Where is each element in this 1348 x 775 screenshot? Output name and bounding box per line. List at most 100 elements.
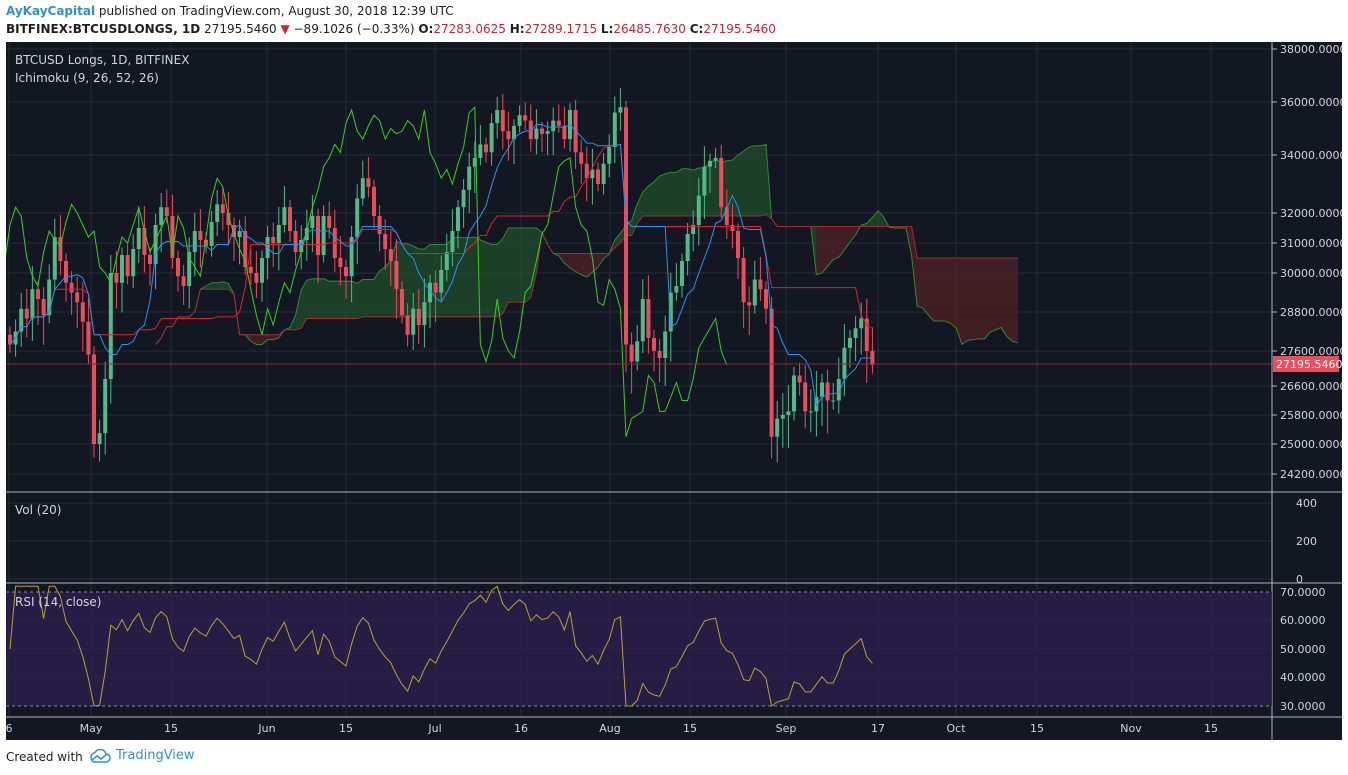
vol-axis: 400 200 0 <box>1296 497 1317 586</box>
open-label: O: <box>418 22 434 36</box>
price-label: 32000.0000 <box>1280 207 1342 220</box>
price-label: 38000.0000 <box>1280 43 1342 56</box>
time-label: 6 <box>6 722 13 735</box>
candle-body <box>624 107 628 345</box>
time-label: 15 <box>683 722 697 735</box>
candle-body <box>696 195 701 225</box>
candle-body <box>36 289 40 299</box>
candle-body <box>114 273 119 283</box>
candle-body <box>702 166 707 196</box>
candle-body <box>405 315 410 335</box>
high-value: 27289.1715 <box>524 22 598 36</box>
candle-body <box>215 204 220 222</box>
vol-label: 0 <box>1296 573 1303 586</box>
rsi-label: 50.0000 <box>1280 643 1326 656</box>
candle-body <box>237 231 242 237</box>
rsi-axis: 70.0000 60.0000 50.0000 40.0000 30.0000 <box>1280 586 1326 713</box>
candle-body <box>47 279 52 316</box>
candle-body <box>276 225 281 243</box>
candle-body <box>108 273 113 379</box>
rsi-label: 70.0000 <box>1280 586 1326 599</box>
candle-body <box>713 157 718 161</box>
candle-body <box>400 289 404 316</box>
candle-body <box>495 109 500 124</box>
candle-body <box>584 163 589 179</box>
candle-body <box>338 258 343 267</box>
candle-body <box>433 282 438 293</box>
candle-body <box>254 273 259 283</box>
candle-body <box>786 411 791 415</box>
candle-body <box>198 231 203 240</box>
candle-body <box>232 225 236 237</box>
time-label: 15 <box>1204 722 1218 735</box>
candle-body <box>618 107 623 113</box>
created-with-label: Created with <box>6 750 83 764</box>
candle-body <box>75 292 80 303</box>
rsi-pane-title[interactable]: RSI (14, close) <box>15 595 101 609</box>
rsi-line <box>9 585 873 707</box>
vol-label: 200 <box>1296 535 1317 548</box>
candle-body <box>640 299 645 342</box>
candle-body <box>797 375 802 383</box>
high-label: H: <box>509 22 525 36</box>
time-label: Jun <box>257 722 275 735</box>
candle-body <box>747 302 752 306</box>
ichimoku-indicator-label[interactable]: Ichimoku (9, 26, 52, 26) <box>15 71 159 85</box>
candle-body <box>209 222 214 246</box>
candle-body <box>349 237 354 277</box>
candle-body <box>58 237 63 261</box>
candle-body <box>288 207 292 231</box>
candle-body <box>372 186 376 216</box>
candle-body <box>792 375 796 412</box>
candle-body <box>226 213 231 225</box>
candle-body <box>853 328 858 338</box>
candle-body <box>148 255 152 264</box>
candle-body <box>523 115 528 121</box>
candle-body <box>103 379 108 434</box>
time-label: May <box>80 722 103 735</box>
tradingview-link[interactable]: TradingView <box>88 748 195 763</box>
tradingview-cloud-icon <box>90 748 111 763</box>
candle-body <box>685 234 690 261</box>
price-axis[interactable]: 38000.0000 36000.0000 34000.0000 32000.0000… <box>1272 43 1346 481</box>
ohlc-bar: BITFINEX:BTCUSDLONGS, 1D 27195.5460 ▼ −8… <box>6 22 776 36</box>
candle-body <box>136 228 141 249</box>
candle-body <box>444 252 449 270</box>
candle-body <box>484 144 488 153</box>
candle-body <box>579 152 584 164</box>
main-pane-title: BTCUSD Longs, 1D, BITFINEX <box>15 53 189 67</box>
time-label: 17 <box>871 722 885 735</box>
candle-body <box>377 216 382 234</box>
candle-body <box>321 216 326 255</box>
candle-body <box>30 289 35 319</box>
author-link[interactable]: AyKayCapital <box>6 4 96 18</box>
candle-body <box>64 261 68 283</box>
vol-label: 400 <box>1296 497 1317 510</box>
candle-body <box>652 338 656 351</box>
candle-body <box>859 318 864 329</box>
candle-body <box>411 308 416 335</box>
vol-pane-title[interactable]: Vol (20) <box>15 503 61 517</box>
candle-body <box>741 258 746 303</box>
chart-canvas[interactable]: BTCUSD Longs, 1D, BITFINEX Ichimoku (9, … <box>0 42 1346 740</box>
candle-body <box>383 234 388 249</box>
time-axis[interactable]: 6 May 15 Jun 15 Jul 16 Aug 15 Sep 17 Oct 15 Nov 15 <box>6 722 1219 735</box>
kijun-line <box>9 143 873 345</box>
candle-body <box>646 299 651 338</box>
candle-body <box>769 308 774 437</box>
candle-body <box>355 198 360 237</box>
footer: Created with TradingView <box>0 740 1348 775</box>
symbol-label: BITFINEX:BTCUSDLONGS, 1D <box>6 22 201 36</box>
time-label: Jul <box>427 722 441 735</box>
candle-body <box>842 347 847 379</box>
candle-body <box>142 228 147 255</box>
candle-body <box>601 163 606 184</box>
candle-body <box>657 351 662 358</box>
candle-body <box>635 341 640 362</box>
price-label: 24200.0000 <box>1280 468 1342 481</box>
candle-body <box>629 344 634 362</box>
chart-area[interactable]: BTCUSD Longs, 1D, BITFINEX Ichimoku (9, … <box>0 42 1346 740</box>
chikou-lagging-line <box>0 106 728 437</box>
candle-body <box>528 120 533 140</box>
publish-info: AyKayCapital published on TradingView.co… <box>6 4 454 18</box>
